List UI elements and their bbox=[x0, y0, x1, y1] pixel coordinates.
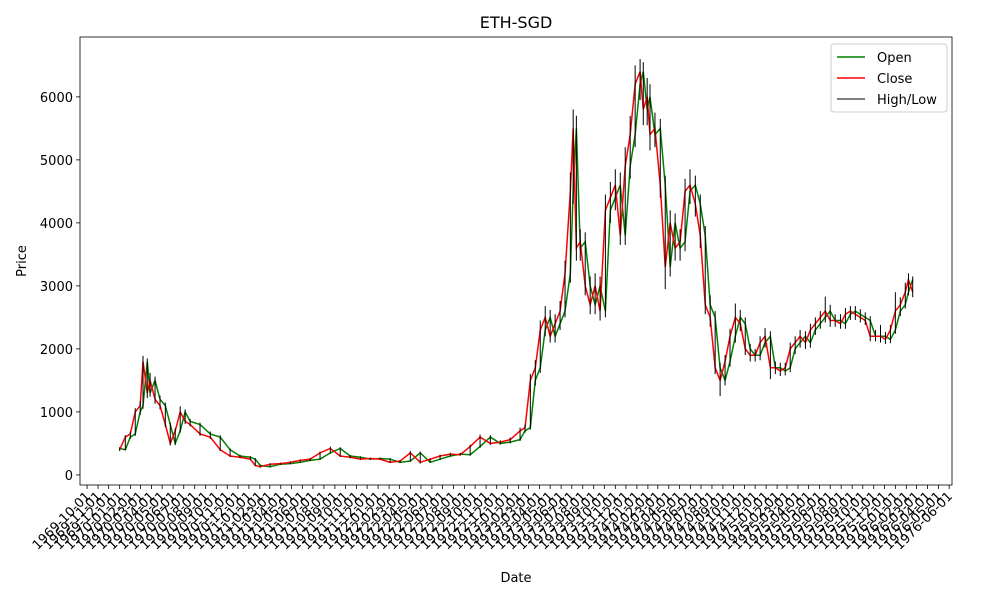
y-tick-label: 1000 bbox=[40, 406, 73, 421]
y-tick-label: 5000 bbox=[40, 154, 73, 169]
y-tick-label: 2000 bbox=[40, 343, 73, 358]
legend-label: Open bbox=[877, 51, 912, 66]
legend: Open Close High/Low bbox=[830, 43, 948, 113]
legend-box bbox=[830, 43, 948, 113]
y-axis-label: Price bbox=[15, 245, 30, 277]
y-tick-label: 0 bbox=[65, 469, 73, 484]
y-tick-label: 6000 bbox=[40, 91, 73, 106]
plot-area bbox=[118, 59, 914, 468]
legend-label: High/Low bbox=[877, 93, 937, 108]
axes-frame bbox=[79, 36, 953, 486]
legend-label: Close bbox=[877, 72, 912, 87]
x-axis-label: Date bbox=[500, 571, 531, 586]
y-tick-label: 4000 bbox=[40, 217, 73, 232]
y-tick-label: 3000 bbox=[40, 280, 73, 295]
chart-title: ETH-SGD bbox=[480, 13, 553, 32]
